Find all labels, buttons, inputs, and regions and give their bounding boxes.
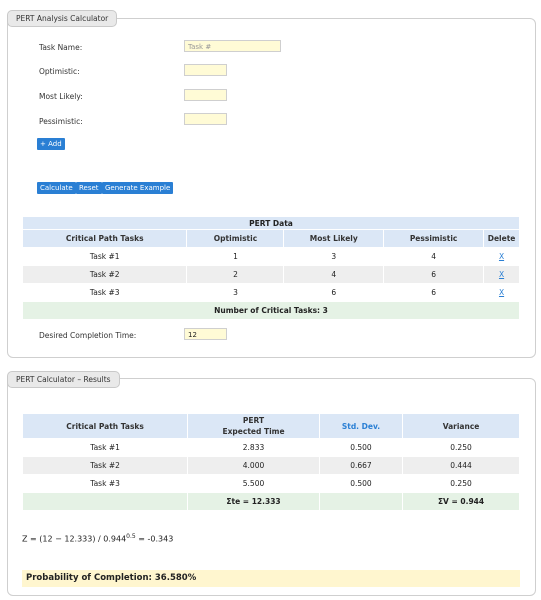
pert-data-title: PERT Data	[22, 216, 520, 230]
z-score-formula: Z = (12 − 12.333) / 0.9440.5 = -0.343	[22, 533, 173, 544]
col-optimistic: Optimistic	[186, 229, 285, 248]
pessimistic-cell: 4	[383, 247, 485, 266]
task-cell: Task #3	[21, 474, 189, 493]
delete-link[interactable]: X	[498, 288, 505, 297]
delete-link[interactable]: X	[498, 252, 505, 261]
formula-exponent: 0.5	[126, 533, 136, 540]
expected-time-cell: 5.500	[187, 474, 320, 493]
pessimistic-cell: 6	[383, 283, 485, 302]
col-critical-path-tasks: Critical Path Tasks	[21, 413, 189, 439]
pessimistic-cell: 6	[383, 265, 485, 284]
desired-completion-label: Desired Completion Time:	[39, 331, 137, 340]
std-dev-cell: 0.500	[318, 438, 404, 457]
expected-time-line1: PERT	[242, 416, 265, 425]
most-likely-cell: 3	[283, 247, 385, 266]
generate-example-button[interactable]: Generate Example	[102, 182, 174, 194]
expected-time-cell: 4.000	[187, 456, 320, 475]
table-row: Task #2 2 4 6 X	[21, 265, 520, 284]
task-cell: Task #2	[21, 265, 188, 284]
sum-variance: ΣV = 0.944	[402, 492, 520, 511]
table-row: Task #3 3 6 6 X	[21, 283, 520, 302]
std-dev-cell: 0.500	[318, 474, 404, 493]
optimistic-cell: 2	[186, 265, 285, 284]
most-likely-label: Most Likely:	[39, 92, 83, 101]
col-std-dev: Std. Dev.	[318, 413, 404, 439]
sum-empty-cell	[318, 492, 404, 511]
variance-cell: 0.444	[402, 456, 520, 475]
std-dev-cell: 0.667	[318, 456, 404, 475]
table-row: Task #2 4.000 0.667 0.444	[21, 456, 520, 475]
col-pessimistic: Pessimistic	[383, 229, 485, 248]
sum-empty-cell	[21, 492, 189, 511]
add-button[interactable]: + Add	[37, 138, 65, 150]
task-cell: Task #1	[21, 438, 189, 457]
reset-button[interactable]: Reset	[76, 182, 102, 194]
pessimistic-input[interactable]	[184, 113, 227, 125]
task-count: Number of Critical Tasks: 3	[22, 301, 520, 320]
formula-result: = -0.343	[135, 534, 174, 544]
expected-time-line2: Expected Time	[222, 427, 285, 436]
sum-expected-time: Σte = 12.333	[187, 492, 320, 511]
probability-of-completion: Probability of Completion: 36.580%	[22, 570, 520, 587]
task-name-label: Task Name:	[39, 43, 83, 52]
most-likely-input[interactable]	[184, 89, 227, 101]
optimistic-cell: 3	[186, 283, 285, 302]
optimistic-cell: 1	[186, 247, 285, 266]
most-likely-cell: 6	[283, 283, 385, 302]
pert-data-table: PERT Data Critical Path Tasks Optimistic…	[21, 216, 520, 320]
task-cell: Task #1	[21, 247, 188, 266]
task-name-input[interactable]: Task #	[184, 40, 281, 52]
table-row: Task #1 2.833 0.500 0.250	[21, 438, 520, 457]
task-cell: Task #2	[21, 456, 189, 475]
calculate-button[interactable]: Calculate	[37, 182, 76, 194]
optimistic-input[interactable]	[184, 64, 227, 76]
task-cell: Task #3	[21, 283, 188, 302]
most-likely-cell: 4	[283, 265, 385, 284]
results-table: Critical Path Tasks PERT Expected Time S…	[21, 413, 520, 511]
calculator-title: PERT Analysis Calculator	[7, 10, 118, 27]
delete-link[interactable]: X	[498, 270, 505, 279]
col-critical-path-tasks: Critical Path Tasks	[21, 229, 188, 248]
optimistic-label: Optimistic:	[39, 67, 80, 76]
pessimistic-label: Pessimistic:	[39, 117, 83, 126]
table-row: Task #1 1 3 4 X	[21, 247, 520, 266]
formula-main: Z = (12 − 12.333) / 0.944	[22, 534, 127, 544]
variance-cell: 0.250	[402, 474, 520, 493]
results-title: PERT Calculator – Results	[7, 371, 120, 388]
variance-cell: 0.250	[402, 438, 520, 457]
col-expected-time: PERT Expected Time	[187, 413, 320, 439]
col-variance: Variance	[402, 413, 520, 439]
expected-time-cell: 2.833	[187, 438, 320, 457]
desired-completion-input[interactable]: 12	[184, 328, 227, 340]
col-delete: Delete	[483, 229, 520, 248]
table-row: Task #3 5.500 0.500 0.250	[21, 474, 520, 493]
col-most-likely: Most Likely	[283, 229, 385, 248]
